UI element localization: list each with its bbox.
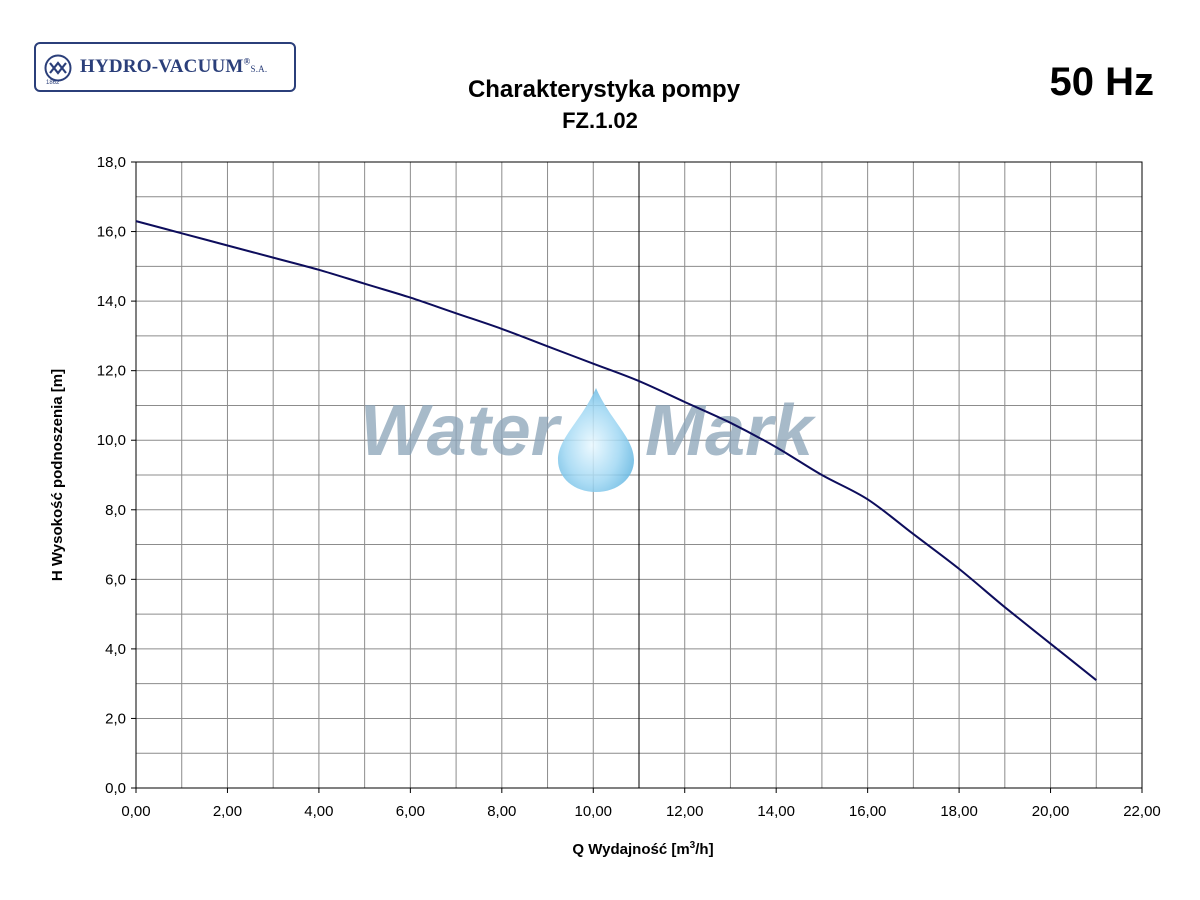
watermark-right-text: Mark: [645, 391, 817, 471]
watermark-left-text: Water: [360, 391, 563, 471]
y-tick-label: 10,0: [97, 432, 126, 449]
x-tick-label: 4,00: [304, 803, 333, 820]
hydro-vacuum-emblem-icon: [44, 54, 72, 82]
x-tick-label: 16,00: [849, 803, 887, 820]
x-tick-label: 6,00: [396, 803, 425, 820]
logo-reg: ®: [243, 56, 251, 67]
y-tick-label: 6,0: [105, 571, 126, 588]
chart-title: Charakterystyka pompy: [467, 76, 741, 103]
x-tick-label: 8,00: [487, 803, 516, 820]
x-tick-label: 20,00: [1032, 803, 1070, 820]
y-axis-label: H Wysokość podnoszenia [m]: [49, 369, 66, 581]
chart-subtitle: FZ.1.02: [562, 108, 638, 133]
y-tick-label: 2,0: [105, 710, 126, 727]
y-tick-label: 12,0: [97, 363, 126, 380]
plot-frame: [135, 161, 1143, 789]
frequency-label: 50 Hz: [1049, 60, 1155, 104]
y-tick-label: 16,0: [97, 224, 126, 241]
company-logo: HYDRO-VACUUM®S.A. 1862: [34, 42, 296, 92]
y-tick-label: 8,0: [105, 502, 126, 519]
pump-curve-line: [135, 220, 1097, 681]
x-tick-label: 10,00: [574, 803, 612, 820]
x-tick-label: 0,00: [121, 803, 150, 820]
x-tick-label: 12,00: [666, 803, 704, 820]
x-tick-label: 14,00: [757, 803, 795, 820]
x-tick-label: 2,00: [213, 803, 242, 820]
y-tick-label: 14,0: [97, 293, 126, 310]
x-tick-label: 18,00: [940, 803, 978, 820]
logo-suffix: S.A.: [250, 64, 268, 74]
y-tick-label: 18,0: [97, 154, 126, 171]
x-axis-label: Q Wydajność [m3/h]: [572, 840, 713, 858]
x-tick-label: 22,00: [1123, 803, 1161, 820]
water-drop-icon: [558, 388, 634, 492]
logo-year: 1862: [46, 80, 60, 86]
y-tick-label: 0,0: [105, 780, 126, 797]
watermark: Water Mark: [360, 388, 817, 492]
logo-name: HYDRO-VACUUM: [80, 56, 244, 77]
y-tick-label: 4,0: [105, 641, 126, 658]
